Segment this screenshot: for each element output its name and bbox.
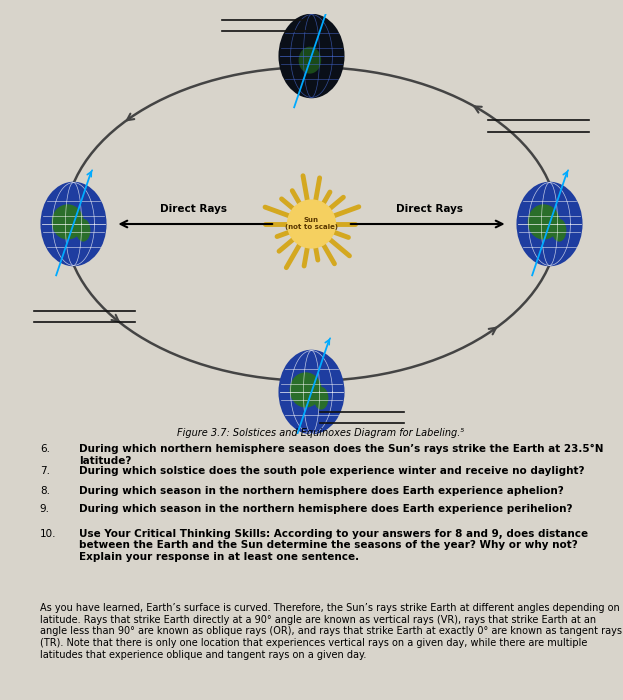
Ellipse shape — [314, 387, 328, 409]
Ellipse shape — [52, 204, 84, 239]
Text: During which northern hemisphere season does the Sun’s rays strike the Earth at : During which northern hemisphere season … — [79, 444, 604, 466]
Text: Use Your Critical Thinking Skills: According to your answers for 8 and 9, does d: Use Your Critical Thinking Skills: Accor… — [79, 528, 588, 562]
Ellipse shape — [76, 219, 90, 241]
Text: 9.: 9. — [40, 504, 50, 514]
Ellipse shape — [279, 15, 344, 97]
Ellipse shape — [298, 47, 321, 74]
Text: Direct Rays: Direct Rays — [396, 204, 463, 214]
Text: Figure 3.7: Solstices and Equinoxes Diagram for Labeling.⁵: Figure 3.7: Solstices and Equinoxes Diag… — [177, 428, 465, 438]
Ellipse shape — [279, 351, 344, 433]
Ellipse shape — [41, 183, 106, 265]
Text: During which solstice does the south pole experience winter and receive no dayli: During which solstice does the south pol… — [79, 466, 584, 477]
Text: 10.: 10. — [40, 528, 56, 538]
Ellipse shape — [528, 204, 560, 239]
Ellipse shape — [552, 219, 566, 241]
Text: Direct Rays: Direct Rays — [160, 204, 227, 214]
Ellipse shape — [290, 372, 322, 407]
Ellipse shape — [41, 183, 106, 265]
Ellipse shape — [279, 351, 344, 433]
Ellipse shape — [517, 183, 582, 265]
Text: Sun
(not to scale): Sun (not to scale) — [285, 218, 338, 230]
Text: During which season in the northern hemisphere does Earth experience perihelion?: During which season in the northern hemi… — [79, 504, 573, 514]
Text: 8.: 8. — [40, 486, 50, 496]
Text: 7.: 7. — [40, 466, 50, 477]
Circle shape — [288, 200, 335, 248]
Ellipse shape — [517, 183, 582, 265]
Text: During which season in the northern hemisphere does Earth experience aphelion?: During which season in the northern hemi… — [79, 486, 564, 496]
Text: As you have learned, Earth’s surface is curved. Therefore, the Sun’s rays strike: As you have learned, Earth’s surface is … — [40, 603, 622, 659]
Text: 6.: 6. — [40, 444, 50, 454]
